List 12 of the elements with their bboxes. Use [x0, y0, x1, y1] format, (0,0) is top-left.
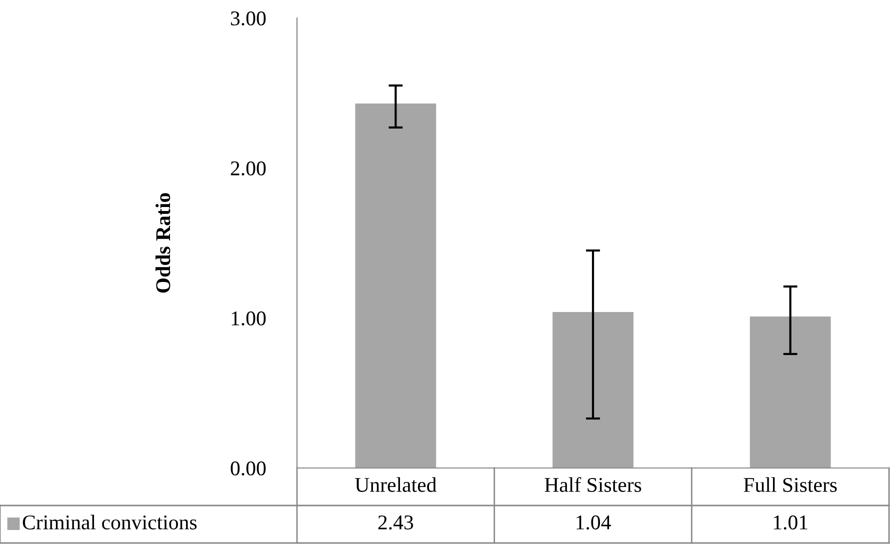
y-tick-label: 0.00	[230, 461, 266, 476]
data-label: 1.04	[576, 515, 611, 530]
y-axis-title: Odds Ratio	[156, 193, 170, 293]
x-tick-label: Full Sisters	[744, 477, 837, 492]
y-tick-label: 1.00	[232, 311, 266, 326]
y-tick-label: 3.00	[230, 11, 266, 26]
x-tick-label: Unrelated	[355, 477, 436, 492]
x-tick-label: Half Sisters	[544, 477, 642, 492]
legend-label: Criminal convictions	[22, 514, 197, 530]
y-tick-label: 2.00	[230, 161, 266, 176]
data-label: 1.01	[774, 515, 808, 530]
data-label: 2.43	[378, 515, 414, 530]
